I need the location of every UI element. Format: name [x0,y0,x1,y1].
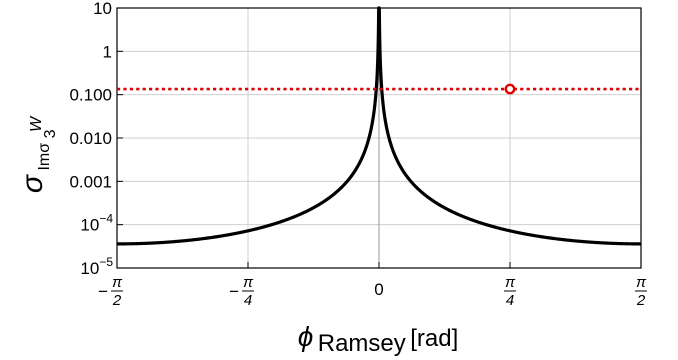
x-tick-denominator-1: 4 [244,292,252,309]
y-axis-label-sub: Imσ [36,143,53,171]
x-tick-label-0: π2− [98,274,123,309]
x-axis-label-sub: Ramsey [318,330,406,357]
x-tick-sign-1: − [229,282,239,301]
y-tick-label-1: 1 [103,42,112,61]
y-axis-label-subsub: 3 [42,129,59,138]
x-axis-label-symbol: ϕ [298,321,314,352]
x-tick-numerator-1: π [243,274,254,291]
y-axis-label-subsup: W [28,115,45,132]
x-tick-sign-0: − [98,282,108,301]
y-axis-label-symbol: σ [16,173,49,193]
x-tick-label-3: π4 [504,274,516,309]
marker-point [504,83,516,95]
x-tick-label-1: π4− [229,274,254,309]
y-tick-label-4: 0.001 [69,172,112,191]
x-tick-denominator-0: 2 [112,292,122,309]
y-tick-label-5: 10−4 [80,212,113,235]
x-tick-label-4: π2 [635,274,647,309]
x-tick-denominator-4: 2 [636,292,646,309]
x-tick-numerator-4: π [636,274,647,291]
x-axis-label-rest: [rad] [410,325,458,352]
y-tick-label-3: 0.010 [69,129,112,148]
x-tick-denominator-3: 4 [506,292,514,309]
y-tick-label-2: 0.100 [69,86,112,105]
series-line-black [116,6,642,246]
y-axis-label: σ Imσ 3 W [16,115,59,193]
x-tick-numerator-3: π [505,274,516,291]
y-tick-label-0: 10 [93,0,112,18]
x-tick-label-2: 0 [374,280,383,299]
y-axis-ticks: 10 1 0.100 0.010 0.001 10−4 10−5 [69,0,123,278]
x-axis-label: ϕ Ramsey [rad] [298,321,459,357]
x-tick-numerator-0: π [112,274,123,291]
y-tick-label-6: 10−5 [80,255,113,278]
